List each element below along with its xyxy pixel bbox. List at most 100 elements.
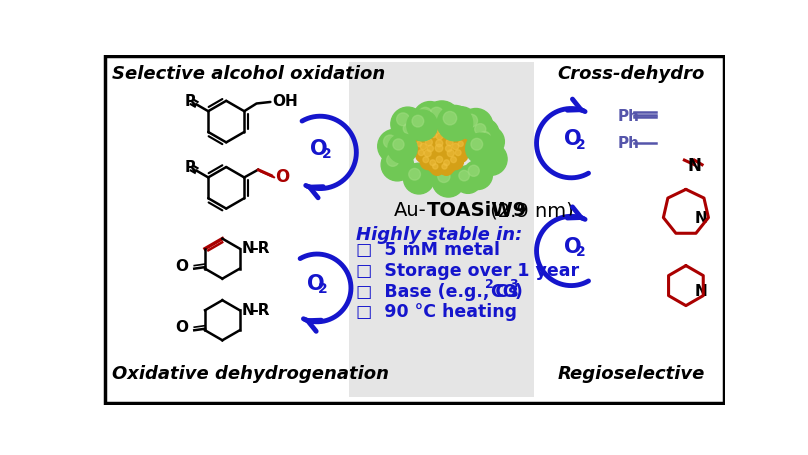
Circle shape — [446, 139, 453, 146]
Circle shape — [420, 143, 427, 150]
Circle shape — [443, 132, 448, 137]
Circle shape — [412, 115, 423, 127]
Circle shape — [393, 139, 404, 150]
Circle shape — [433, 131, 450, 147]
Circle shape — [452, 143, 459, 150]
Circle shape — [397, 113, 410, 126]
Text: O: O — [309, 138, 327, 158]
Text: R: R — [185, 160, 197, 175]
Circle shape — [421, 147, 440, 165]
Circle shape — [449, 135, 455, 141]
Circle shape — [449, 141, 466, 157]
Text: O: O — [564, 129, 582, 149]
Text: OH: OH — [272, 95, 297, 110]
Circle shape — [423, 101, 461, 138]
Circle shape — [415, 147, 431, 162]
Circle shape — [459, 170, 469, 181]
Text: Selective alcohol oxidation: Selective alcohol oxidation — [112, 65, 385, 83]
Text: O: O — [564, 237, 582, 257]
Text: (2.9 nm): (2.9 nm) — [484, 202, 574, 220]
Circle shape — [471, 138, 482, 150]
Circle shape — [447, 132, 462, 147]
Text: 2: 2 — [485, 278, 494, 291]
Circle shape — [398, 118, 427, 146]
Text: 2: 2 — [575, 138, 585, 152]
Circle shape — [431, 141, 452, 161]
Circle shape — [436, 156, 443, 163]
Text: □  Storage over 1 year: □ Storage over 1 year — [356, 262, 579, 280]
Circle shape — [458, 141, 463, 147]
Circle shape — [422, 132, 437, 147]
Circle shape — [442, 164, 447, 169]
Circle shape — [391, 107, 425, 141]
Circle shape — [420, 154, 436, 170]
Circle shape — [465, 114, 478, 127]
Text: Regioselective: Regioselective — [558, 365, 705, 384]
Text: –R: –R — [250, 303, 270, 318]
Text: N: N — [242, 241, 254, 256]
Text: □  Base (e.g., Cs: □ Base (e.g., Cs — [356, 283, 518, 300]
Text: Ph: Ph — [617, 109, 639, 124]
Circle shape — [444, 111, 457, 125]
Circle shape — [444, 147, 463, 165]
Circle shape — [403, 163, 435, 194]
Circle shape — [465, 133, 496, 164]
Circle shape — [388, 134, 417, 163]
Circle shape — [433, 153, 450, 170]
Text: R: R — [185, 94, 197, 109]
Circle shape — [444, 160, 449, 166]
Text: TOASiW9: TOASiW9 — [427, 202, 527, 220]
Circle shape — [437, 128, 443, 133]
Circle shape — [463, 160, 492, 189]
Text: O: O — [175, 259, 188, 274]
Circle shape — [387, 154, 399, 167]
Text: Au-: Au- — [393, 202, 427, 220]
Text: ): ) — [515, 283, 523, 300]
Circle shape — [479, 131, 490, 143]
Circle shape — [468, 165, 479, 177]
Text: □  90 °C heating: □ 90 °C heating — [356, 303, 516, 321]
Text: N: N — [242, 303, 254, 318]
Circle shape — [417, 141, 434, 157]
Circle shape — [452, 147, 468, 162]
Circle shape — [440, 162, 453, 175]
Circle shape — [443, 136, 461, 154]
Circle shape — [409, 168, 420, 180]
FancyBboxPatch shape — [104, 56, 724, 404]
Text: CO: CO — [490, 283, 518, 300]
Circle shape — [438, 170, 450, 182]
Text: Highly stable in:: Highly stable in: — [356, 226, 522, 243]
Circle shape — [424, 135, 430, 141]
Circle shape — [452, 112, 463, 124]
Circle shape — [454, 166, 482, 193]
Text: N: N — [688, 157, 701, 175]
Circle shape — [443, 142, 460, 159]
Text: 2: 2 — [322, 147, 331, 161]
Circle shape — [414, 139, 428, 153]
Circle shape — [416, 141, 422, 147]
Circle shape — [448, 150, 454, 157]
Circle shape — [403, 123, 414, 134]
Circle shape — [456, 139, 469, 153]
Circle shape — [384, 135, 397, 148]
FancyBboxPatch shape — [349, 62, 534, 397]
Text: Oxidative dehydrogenation: Oxidative dehydrogenation — [112, 365, 389, 384]
Text: –R: –R — [250, 241, 270, 256]
Circle shape — [413, 101, 447, 136]
Circle shape — [427, 157, 443, 172]
Circle shape — [446, 107, 477, 137]
Circle shape — [437, 106, 473, 141]
Circle shape — [473, 126, 504, 157]
Text: O: O — [275, 168, 289, 187]
Circle shape — [424, 142, 441, 159]
Circle shape — [435, 126, 448, 140]
Circle shape — [448, 154, 463, 170]
Circle shape — [424, 150, 431, 157]
Text: 3: 3 — [510, 278, 518, 291]
Circle shape — [469, 119, 499, 148]
Circle shape — [423, 136, 440, 154]
Circle shape — [431, 162, 444, 175]
Circle shape — [423, 157, 429, 162]
Circle shape — [406, 110, 438, 141]
Text: O: O — [175, 320, 188, 335]
